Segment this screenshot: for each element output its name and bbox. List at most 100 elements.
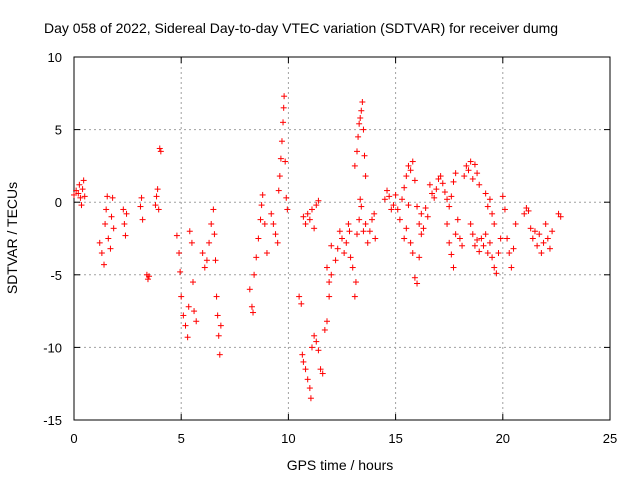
data-point [321, 326, 328, 333]
data-point [152, 202, 159, 209]
data-point [206, 239, 213, 246]
x-tick-label: 10 [281, 431, 295, 446]
data-point [407, 239, 414, 246]
data-point [98, 250, 105, 257]
data-point [203, 257, 210, 264]
data-point [499, 193, 506, 200]
data-point [186, 228, 193, 235]
data-point [422, 205, 429, 212]
data-point [525, 207, 532, 214]
y-tick-label: 5 [55, 123, 62, 138]
data-point [104, 193, 111, 200]
data-point [80, 177, 87, 184]
y-axis-label: SDTVAR / TECUs [4, 182, 20, 294]
data-point [527, 225, 534, 232]
data-point [306, 385, 313, 392]
data-point [304, 376, 311, 383]
data-point [536, 231, 543, 238]
data-point [420, 225, 427, 232]
data-point [328, 271, 335, 278]
data-point [351, 293, 358, 300]
x-tick-label: 5 [178, 431, 185, 446]
data-point [323, 318, 330, 325]
data-point [510, 245, 517, 252]
data-point [448, 193, 455, 200]
data-point [146, 273, 153, 280]
data-point [489, 210, 496, 217]
data-point [250, 309, 257, 316]
data-point [369, 216, 376, 223]
data-point [504, 235, 511, 242]
data-point [328, 242, 335, 249]
data-point [343, 239, 350, 246]
data-point [411, 177, 418, 184]
data-point [284, 206, 291, 213]
data-point [444, 220, 451, 227]
data-point [138, 194, 145, 201]
data-point [307, 395, 314, 402]
data-point [153, 193, 160, 200]
data-point [459, 242, 466, 249]
data-point [405, 162, 412, 169]
data-point [357, 196, 364, 203]
data-point [257, 216, 264, 223]
data-point [452, 231, 459, 238]
data-point [450, 178, 457, 185]
data-point [105, 235, 112, 242]
y-tick-label: -15 [43, 413, 62, 428]
data-point [176, 250, 183, 257]
plot-frame [73, 56, 611, 421]
data-point [388, 206, 395, 213]
data-point [155, 206, 162, 213]
data-point [347, 254, 354, 261]
y-tick-label: 0 [55, 195, 62, 210]
data-point [253, 254, 260, 261]
data-point [361, 152, 368, 159]
data-point [352, 279, 359, 286]
data-point [139, 216, 146, 223]
data-point [188, 239, 195, 246]
data-point [386, 193, 393, 200]
data-point [311, 332, 318, 339]
data-point [144, 276, 151, 283]
data-point [433, 186, 440, 193]
data-point [302, 220, 309, 227]
data-point [439, 180, 446, 187]
data-point [534, 242, 541, 249]
data-point [268, 210, 275, 217]
data-point [346, 228, 353, 235]
data-point [283, 194, 290, 201]
data-point [390, 202, 397, 209]
data-point [315, 197, 322, 204]
data-point [199, 250, 206, 257]
data-point [304, 210, 311, 217]
data-point [185, 303, 192, 310]
data-point [208, 220, 215, 227]
data-point [482, 190, 489, 197]
data-point [275, 187, 282, 194]
data-point [360, 126, 367, 133]
x-tick-label: 15 [388, 431, 402, 446]
data-point [251, 271, 258, 278]
data-point [450, 264, 457, 271]
data-point [281, 93, 288, 100]
data-point [354, 148, 361, 155]
data-point [173, 232, 180, 239]
data-point [258, 202, 265, 209]
data-point [339, 235, 345, 242]
data-point [110, 225, 117, 232]
data-point [478, 235, 485, 242]
y-tick-label: -5 [50, 268, 62, 283]
data-point [189, 279, 196, 286]
data-point [409, 250, 416, 257]
data-point [121, 220, 128, 227]
data-point [446, 239, 453, 246]
data-point [469, 175, 476, 182]
data-point [178, 293, 185, 300]
data-point [300, 358, 307, 365]
data-point [486, 196, 493, 203]
y-tick-label: 10 [48, 50, 62, 65]
data-point [403, 173, 410, 180]
data-point [216, 351, 223, 358]
data-point [501, 206, 508, 213]
